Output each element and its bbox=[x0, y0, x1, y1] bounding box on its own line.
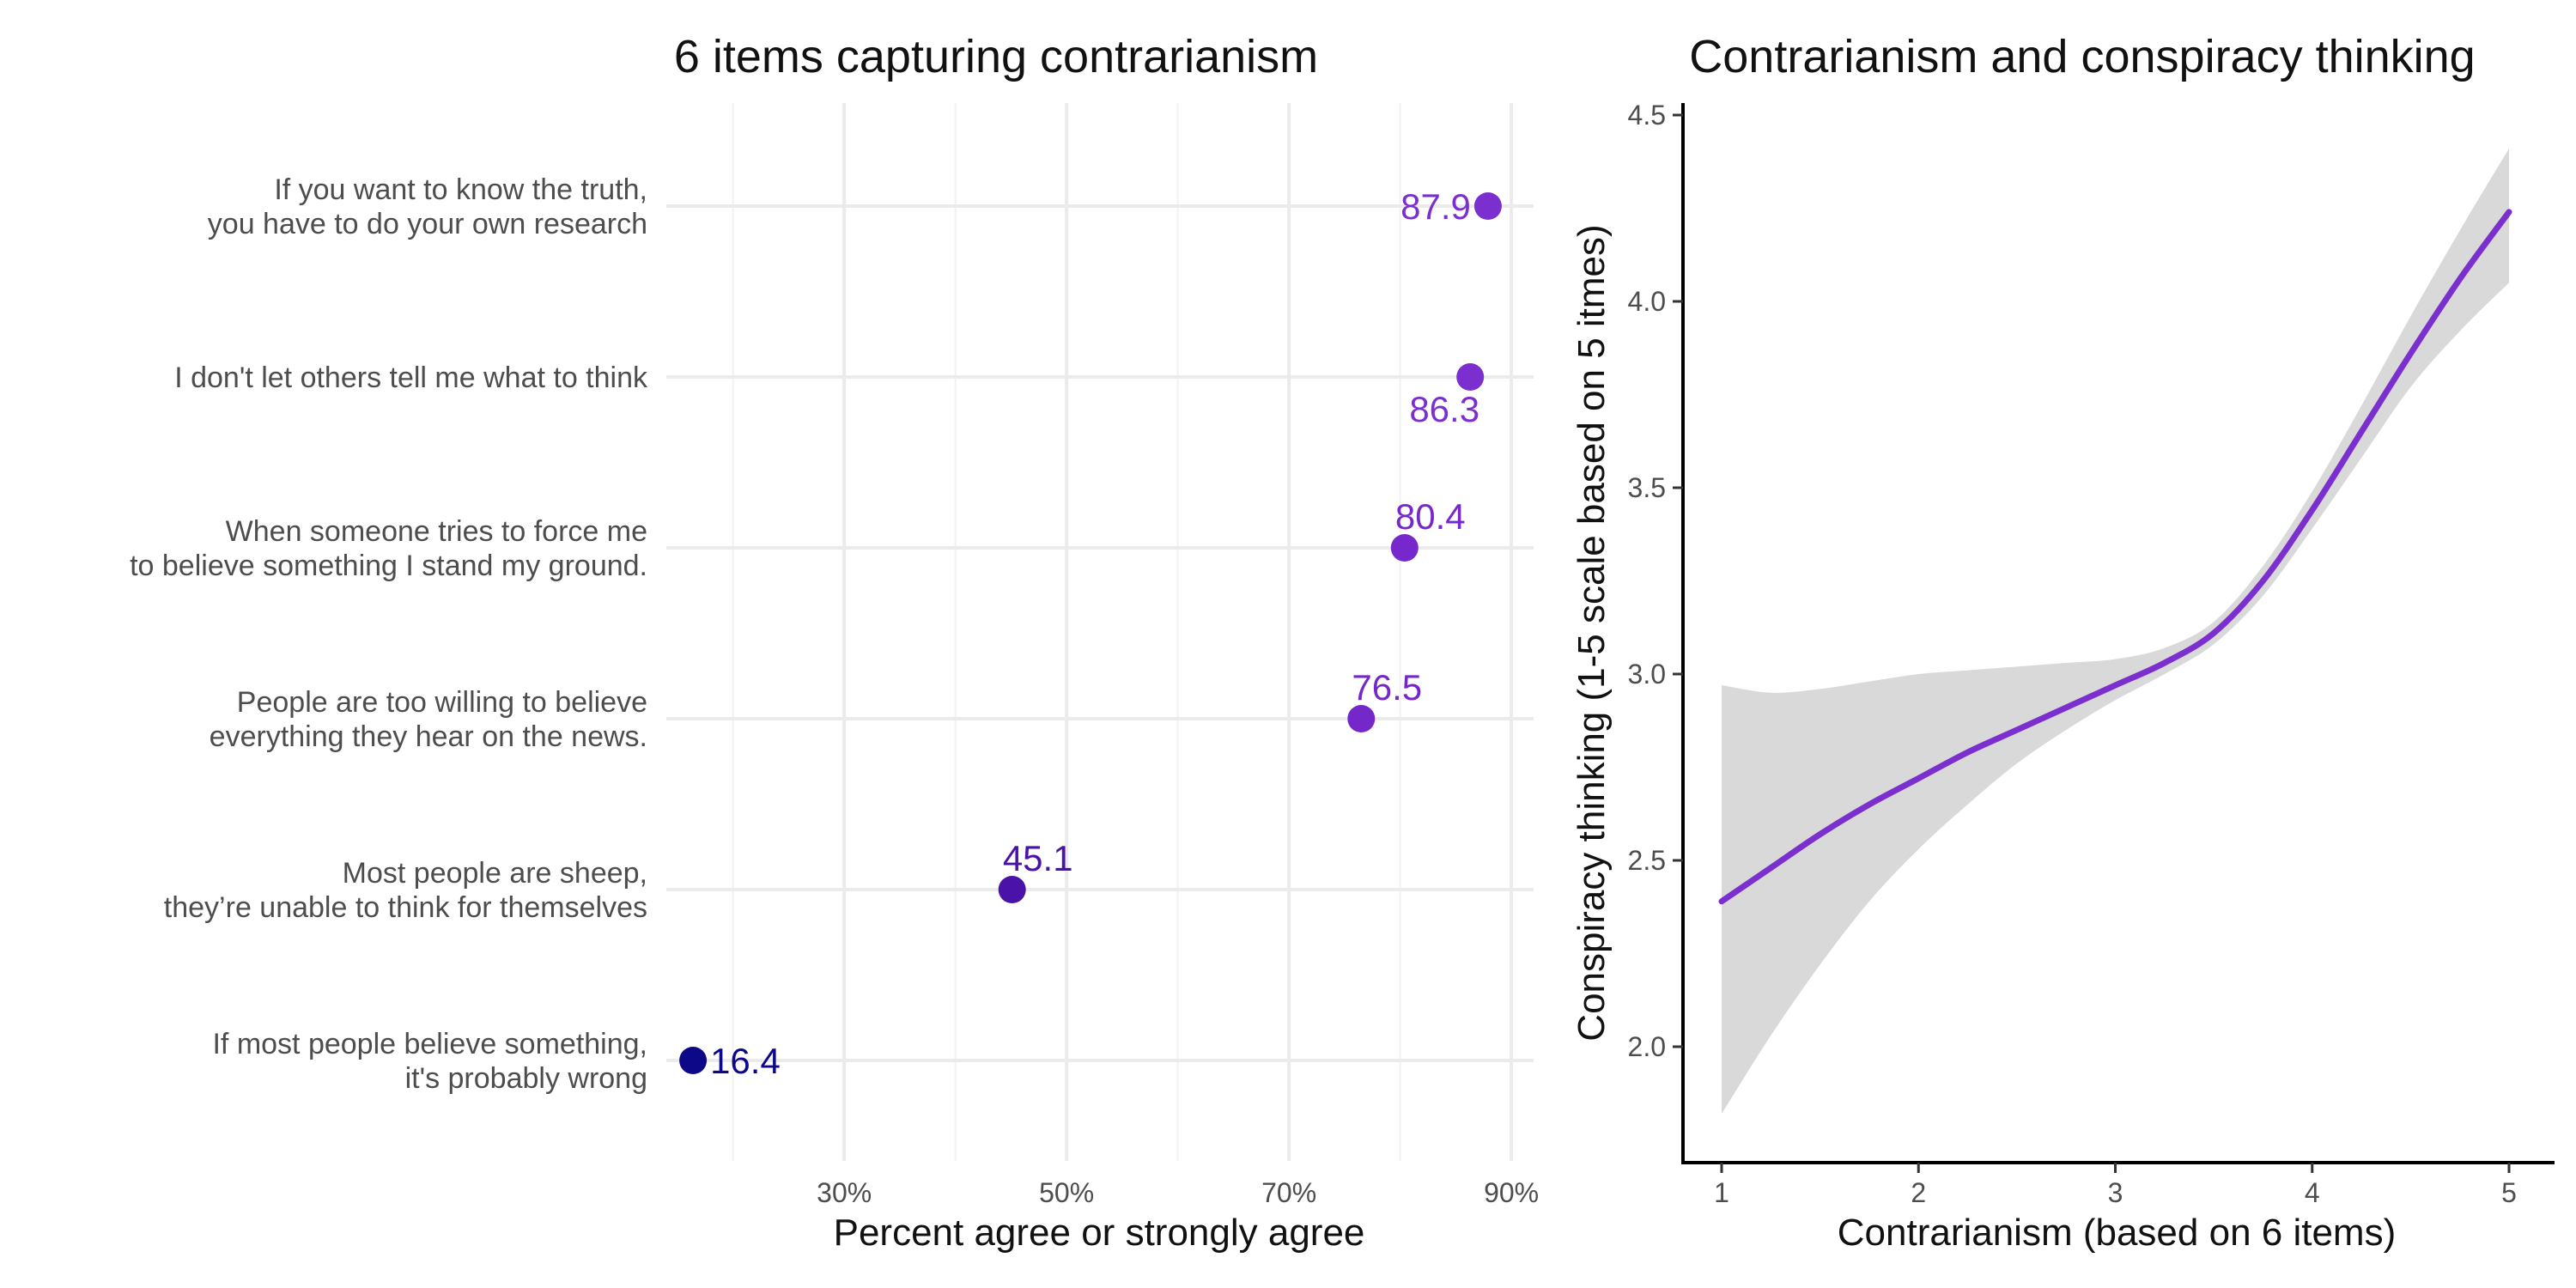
dot-plot-panel: 6 items capturing contrarianism If you w… bbox=[130, 31, 1539, 1254]
category-label-line: When someone tries to force me bbox=[226, 515, 647, 548]
category-label-line: everything they hear on the news. bbox=[210, 720, 647, 753]
value-label: 80.4 bbox=[1395, 496, 1466, 537]
right-chart-title: Contrarianism and conspiracy thinking bbox=[1689, 31, 2475, 82]
y-tick-label: 4.0 bbox=[1628, 286, 1666, 317]
value-label: 16.4 bbox=[710, 1041, 781, 1081]
smooth-line-panel: Contrarianism and conspiracy thinking 2.… bbox=[1571, 31, 2555, 1254]
x-tick-label: 70% bbox=[1261, 1177, 1316, 1208]
right-x-ticks: 1 2 3 4 5 bbox=[1714, 1163, 2517, 1208]
left-grid bbox=[666, 103, 1534, 1161]
x-tick-label: 4 bbox=[2305, 1177, 2320, 1208]
category-label-line: If you want to know the truth, bbox=[274, 173, 647, 206]
left-points: 87.9 86.3 80.4 76.5 45.1 16.4 bbox=[679, 186, 1502, 1081]
category-label-line: If most people believe something, bbox=[212, 1028, 647, 1060]
right-y-axis-title: Conspiracy thinking (1-5 scale based on … bbox=[1571, 224, 1613, 1041]
data-point bbox=[1456, 363, 1485, 391]
category-label: People are too willing to believe everyth… bbox=[210, 686, 647, 753]
data-point bbox=[1390, 534, 1419, 562]
value-label: 76.5 bbox=[1352, 667, 1422, 708]
x-tick-label: 2 bbox=[1911, 1177, 1926, 1208]
data-point bbox=[679, 1047, 708, 1074]
category-label: If most people believe something, it's pr… bbox=[212, 1028, 647, 1095]
y-tick-label: 2.0 bbox=[1628, 1031, 1666, 1062]
y-tick-label: 3.0 bbox=[1628, 659, 1666, 690]
x-tick-label: 1 bbox=[1714, 1177, 1729, 1208]
left-chart-title: 6 items capturing contrarianism bbox=[674, 31, 1318, 82]
left-x-axis-title: Percent agree or strongly agree bbox=[834, 1212, 1365, 1254]
category-label: I don't let others tell me what to think bbox=[174, 361, 648, 394]
x-tick-label: 30% bbox=[817, 1177, 872, 1208]
category-label: When someone tries to force me to believe… bbox=[130, 515, 647, 582]
category-label-line: I don't let others tell me what to think bbox=[174, 361, 648, 394]
category-label-line: it's probably wrong bbox=[405, 1062, 647, 1095]
confidence-band bbox=[1722, 149, 2509, 1115]
right-y-ticks: 2.0 2.5 3.0 3.5 4.0 4.5 bbox=[1628, 100, 1683, 1062]
category-label-line: to believe something I stand my ground. bbox=[130, 550, 647, 582]
x-tick-label: 90% bbox=[1484, 1177, 1539, 1208]
category-label: Most people are sheep, they’re unable to … bbox=[164, 857, 647, 924]
right-x-axis-title: Contrarianism (based on 6 items) bbox=[1838, 1212, 2396, 1254]
category-label-line: you have to do your own research bbox=[208, 208, 647, 240]
value-label: 45.1 bbox=[1003, 838, 1073, 878]
x-tick-label: 3 bbox=[2108, 1177, 2123, 1208]
category-label-line: People are too willing to believe bbox=[237, 686, 647, 719]
y-tick-label: 3.5 bbox=[1628, 472, 1666, 503]
x-tick-label: 5 bbox=[2501, 1177, 2517, 1208]
value-label: 86.3 bbox=[1409, 389, 1479, 429]
left-category-labels: If you want to know the truth, you have t… bbox=[130, 173, 648, 1095]
category-label: If you want to know the truth, you have t… bbox=[208, 173, 647, 240]
fit-line bbox=[1718, 209, 2512, 905]
x-tick-label: 50% bbox=[1039, 1177, 1094, 1208]
left-x-tick-labels: 30% 50% 70% 90% bbox=[817, 1177, 1539, 1208]
y-tick-label: 4.5 bbox=[1628, 100, 1666, 131]
data-point bbox=[998, 876, 1026, 903]
value-label: 87.9 bbox=[1400, 186, 1471, 227]
y-tick-label: 2.5 bbox=[1628, 845, 1666, 876]
data-point bbox=[1347, 705, 1376, 732]
category-label-line: Most people are sheep, bbox=[343, 857, 647, 890]
data-point bbox=[1473, 192, 1502, 220]
category-label-line: they’re unable to think for themselves bbox=[164, 891, 647, 924]
